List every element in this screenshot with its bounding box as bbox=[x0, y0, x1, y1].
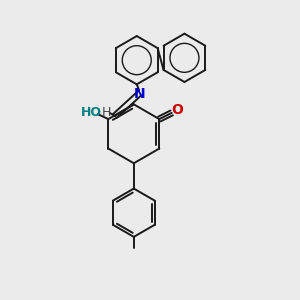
Text: O: O bbox=[171, 103, 183, 117]
Text: HO: HO bbox=[81, 106, 102, 118]
Text: N: N bbox=[133, 87, 145, 101]
Text: H: H bbox=[102, 106, 111, 119]
